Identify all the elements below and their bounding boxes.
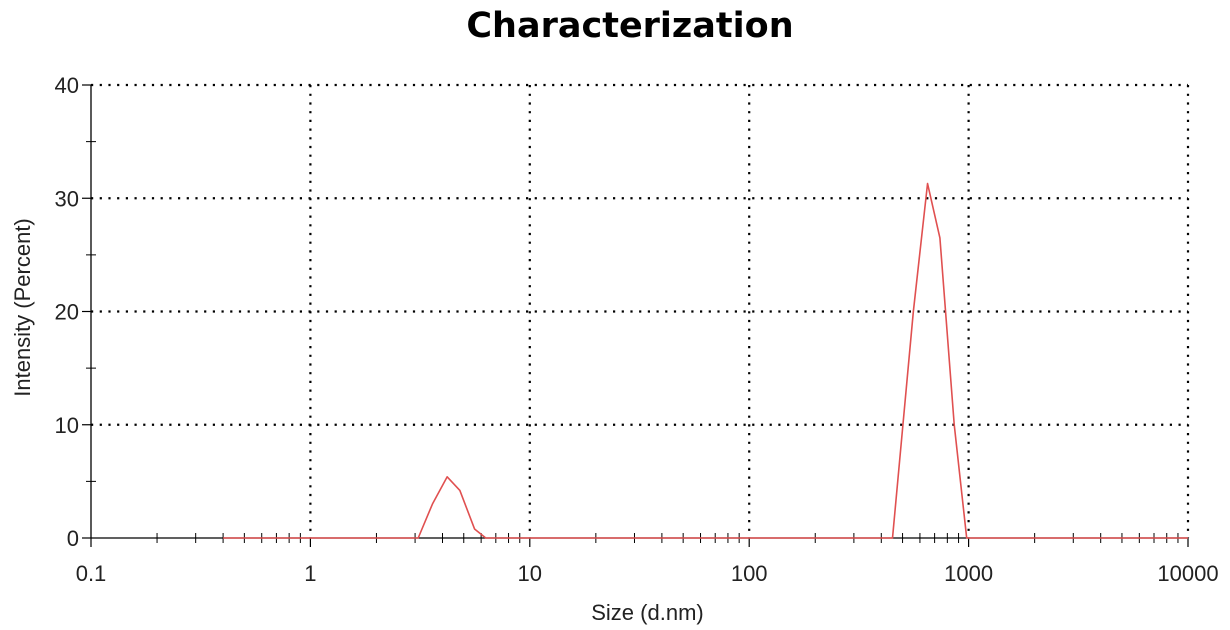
x-tick-label-4: 1000	[944, 561, 993, 586]
x-axis-label: Size (d.nm)	[591, 600, 703, 625]
series-layer	[223, 182, 1188, 539]
y-tick-label-3: 30	[55, 186, 79, 211]
y-axis-label: Intensity (Percent)	[10, 218, 35, 397]
y-tick-label-0: 0	[67, 526, 79, 551]
x-tick-label-2: 10	[518, 561, 542, 586]
x-tick-label-0: 0.1	[76, 561, 107, 586]
x-tick-label-1: 1	[304, 561, 316, 586]
grid-lines	[91, 83, 1190, 538]
series-line-0	[223, 182, 1188, 539]
tick-labels: 0.1 1 10 100 1000 10000 0 10 20 30 40	[55, 73, 1219, 586]
chart-title: Characterization	[466, 6, 794, 46]
x-tick-label-5: 10000	[1157, 561, 1218, 586]
axis-ticks	[82, 84, 1189, 547]
y-tick-label-1: 10	[55, 413, 79, 438]
x-tick-label-3: 100	[731, 561, 768, 586]
y-tick-label-4: 40	[55, 73, 79, 98]
y-tick-label-2: 20	[55, 300, 79, 325]
